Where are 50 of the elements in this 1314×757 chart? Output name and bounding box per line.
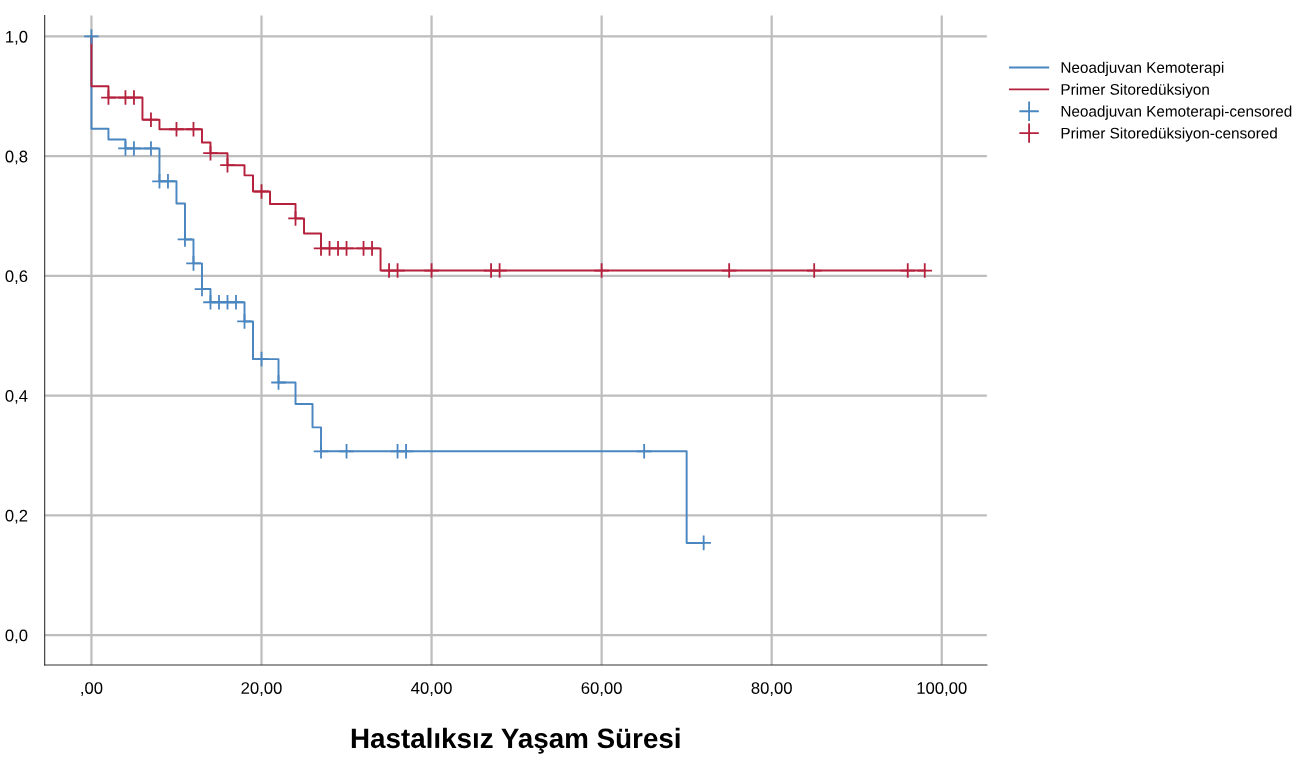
x-tick-label: 80,00: [751, 682, 792, 696]
point: [202, 145, 219, 162]
x-axis-title: Hastalıksız Yaşam Süresi: [351, 727, 680, 754]
y-tick-label: 0,2: [5, 509, 28, 524]
point: [423, 262, 440, 279]
point: [142, 111, 160, 128]
legend-label: Primer Sitoredüksiyon: [1061, 83, 1209, 98]
y-tick-label: 0,4: [5, 390, 28, 404]
point: [185, 255, 202, 272]
point: [253, 350, 270, 368]
point: [635, 443, 653, 460]
point: [270, 374, 287, 391]
legend-label: Primer Sitoredüksiyon-censored: [1061, 127, 1277, 142]
point: [185, 121, 202, 138]
point: [363, 240, 381, 257]
point: [916, 262, 933, 279]
y-tick-label: 1,0: [6, 30, 28, 45]
y-tick-label: 0,8: [5, 150, 28, 165]
y-tick-label: 0,6: [5, 270, 28, 285]
point: [397, 443, 415, 460]
point: [720, 262, 738, 279]
x-tick-label: ,00: [81, 682, 103, 696]
point: [253, 183, 270, 200]
point: [168, 121, 185, 138]
point: [142, 140, 160, 157]
point: [593, 262, 610, 279]
point: [338, 240, 355, 257]
x-tick-label: 20,00: [241, 682, 282, 696]
point: [159, 173, 177, 190]
point: [125, 89, 143, 106]
point: [100, 89, 117, 106]
point: [899, 262, 916, 279]
x-tick-label: 60,00: [581, 682, 622, 696]
point: [389, 262, 406, 279]
point: [125, 140, 143, 157]
point: [287, 210, 304, 227]
point: [491, 262, 508, 279]
point: [219, 156, 236, 174]
legend-label: Neoadjuvan Kemoterapi: [1061, 61, 1224, 76]
y-tick-label: 0,0: [5, 629, 28, 644]
point: [806, 262, 823, 279]
point: [338, 443, 355, 460]
point: [312, 443, 330, 460]
point: [236, 313, 253, 330]
point: [176, 231, 194, 248]
point: [83, 28, 100, 45]
legend-label: Neoadjuvan Kemoterapi-censored: [1061, 105, 1292, 120]
point: [227, 294, 245, 311]
x-tick-label: 100,00: [917, 682, 967, 696]
x-tick-label: 40,00: [411, 682, 452, 696]
